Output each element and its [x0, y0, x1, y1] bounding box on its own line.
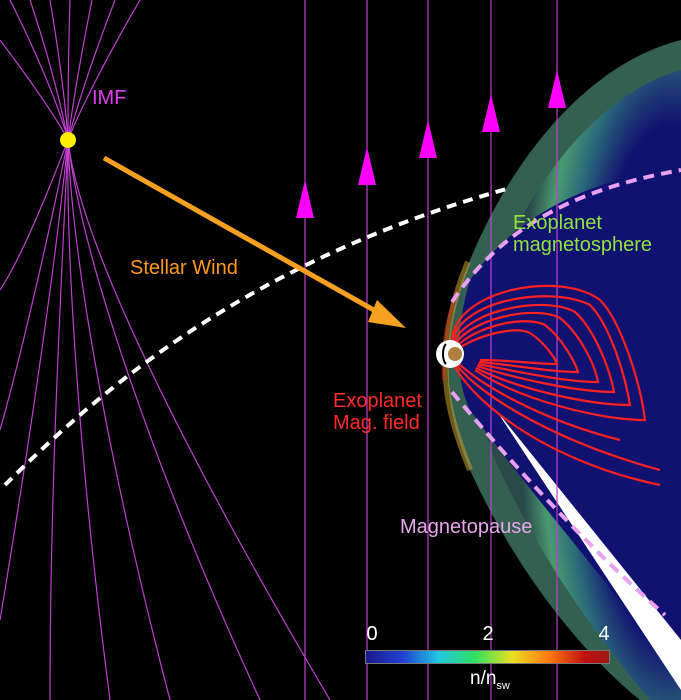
- colorbar-label: n/nsw: [470, 668, 510, 692]
- magnetosphere-label-line2: magnetosphere: [513, 234, 652, 256]
- mag-field-label-line2: Mag. field: [333, 412, 420, 434]
- imf-vertical-lines: [304, 0, 558, 700]
- colorbar-label-sub: sw: [496, 679, 510, 692]
- colorbar-label-main: n/n: [470, 668, 497, 689]
- colorbar-tick-4: 4: [598, 623, 610, 645]
- arrowhead-3: [419, 120, 437, 158]
- exoplanet: [436, 340, 464, 368]
- wake-wedge: [496, 410, 681, 690]
- colorbar-tick-2: 2: [482, 623, 494, 645]
- exoplanet-field-lines: [450, 284, 661, 487]
- density-colorbar: [365, 650, 610, 664]
- mag-field-label-line1: Exoplanet: [333, 390, 422, 412]
- imf-direction-arrows: [296, 70, 566, 218]
- stellar-wind-arrow: [102, 155, 406, 328]
- magnetosphere-label-line1: Exoplanet: [513, 212, 602, 234]
- stellar-wind-label: Stellar Wind: [130, 257, 238, 279]
- colorbar-tick-0: 0: [366, 623, 378, 645]
- arrowhead-4: [482, 94, 500, 132]
- arrowhead-1: [296, 180, 314, 218]
- bow-shock-line: [3, 186, 511, 487]
- imf-label: IMF: [92, 87, 127, 109]
- mag-field-label: Exoplanet Mag. field: [333, 390, 422, 434]
- magnetosphere-label: Exoplanet magnetosphere: [513, 212, 652, 256]
- magnetosphere-region: [441, 40, 681, 700]
- arrowhead-5: [548, 70, 566, 108]
- magnetopause-label: Magnetopause: [400, 516, 533, 538]
- star-icon: [60, 132, 76, 148]
- arrowhead-2: [358, 147, 376, 185]
- colorbar-ticks: 0 2 4: [362, 623, 612, 645]
